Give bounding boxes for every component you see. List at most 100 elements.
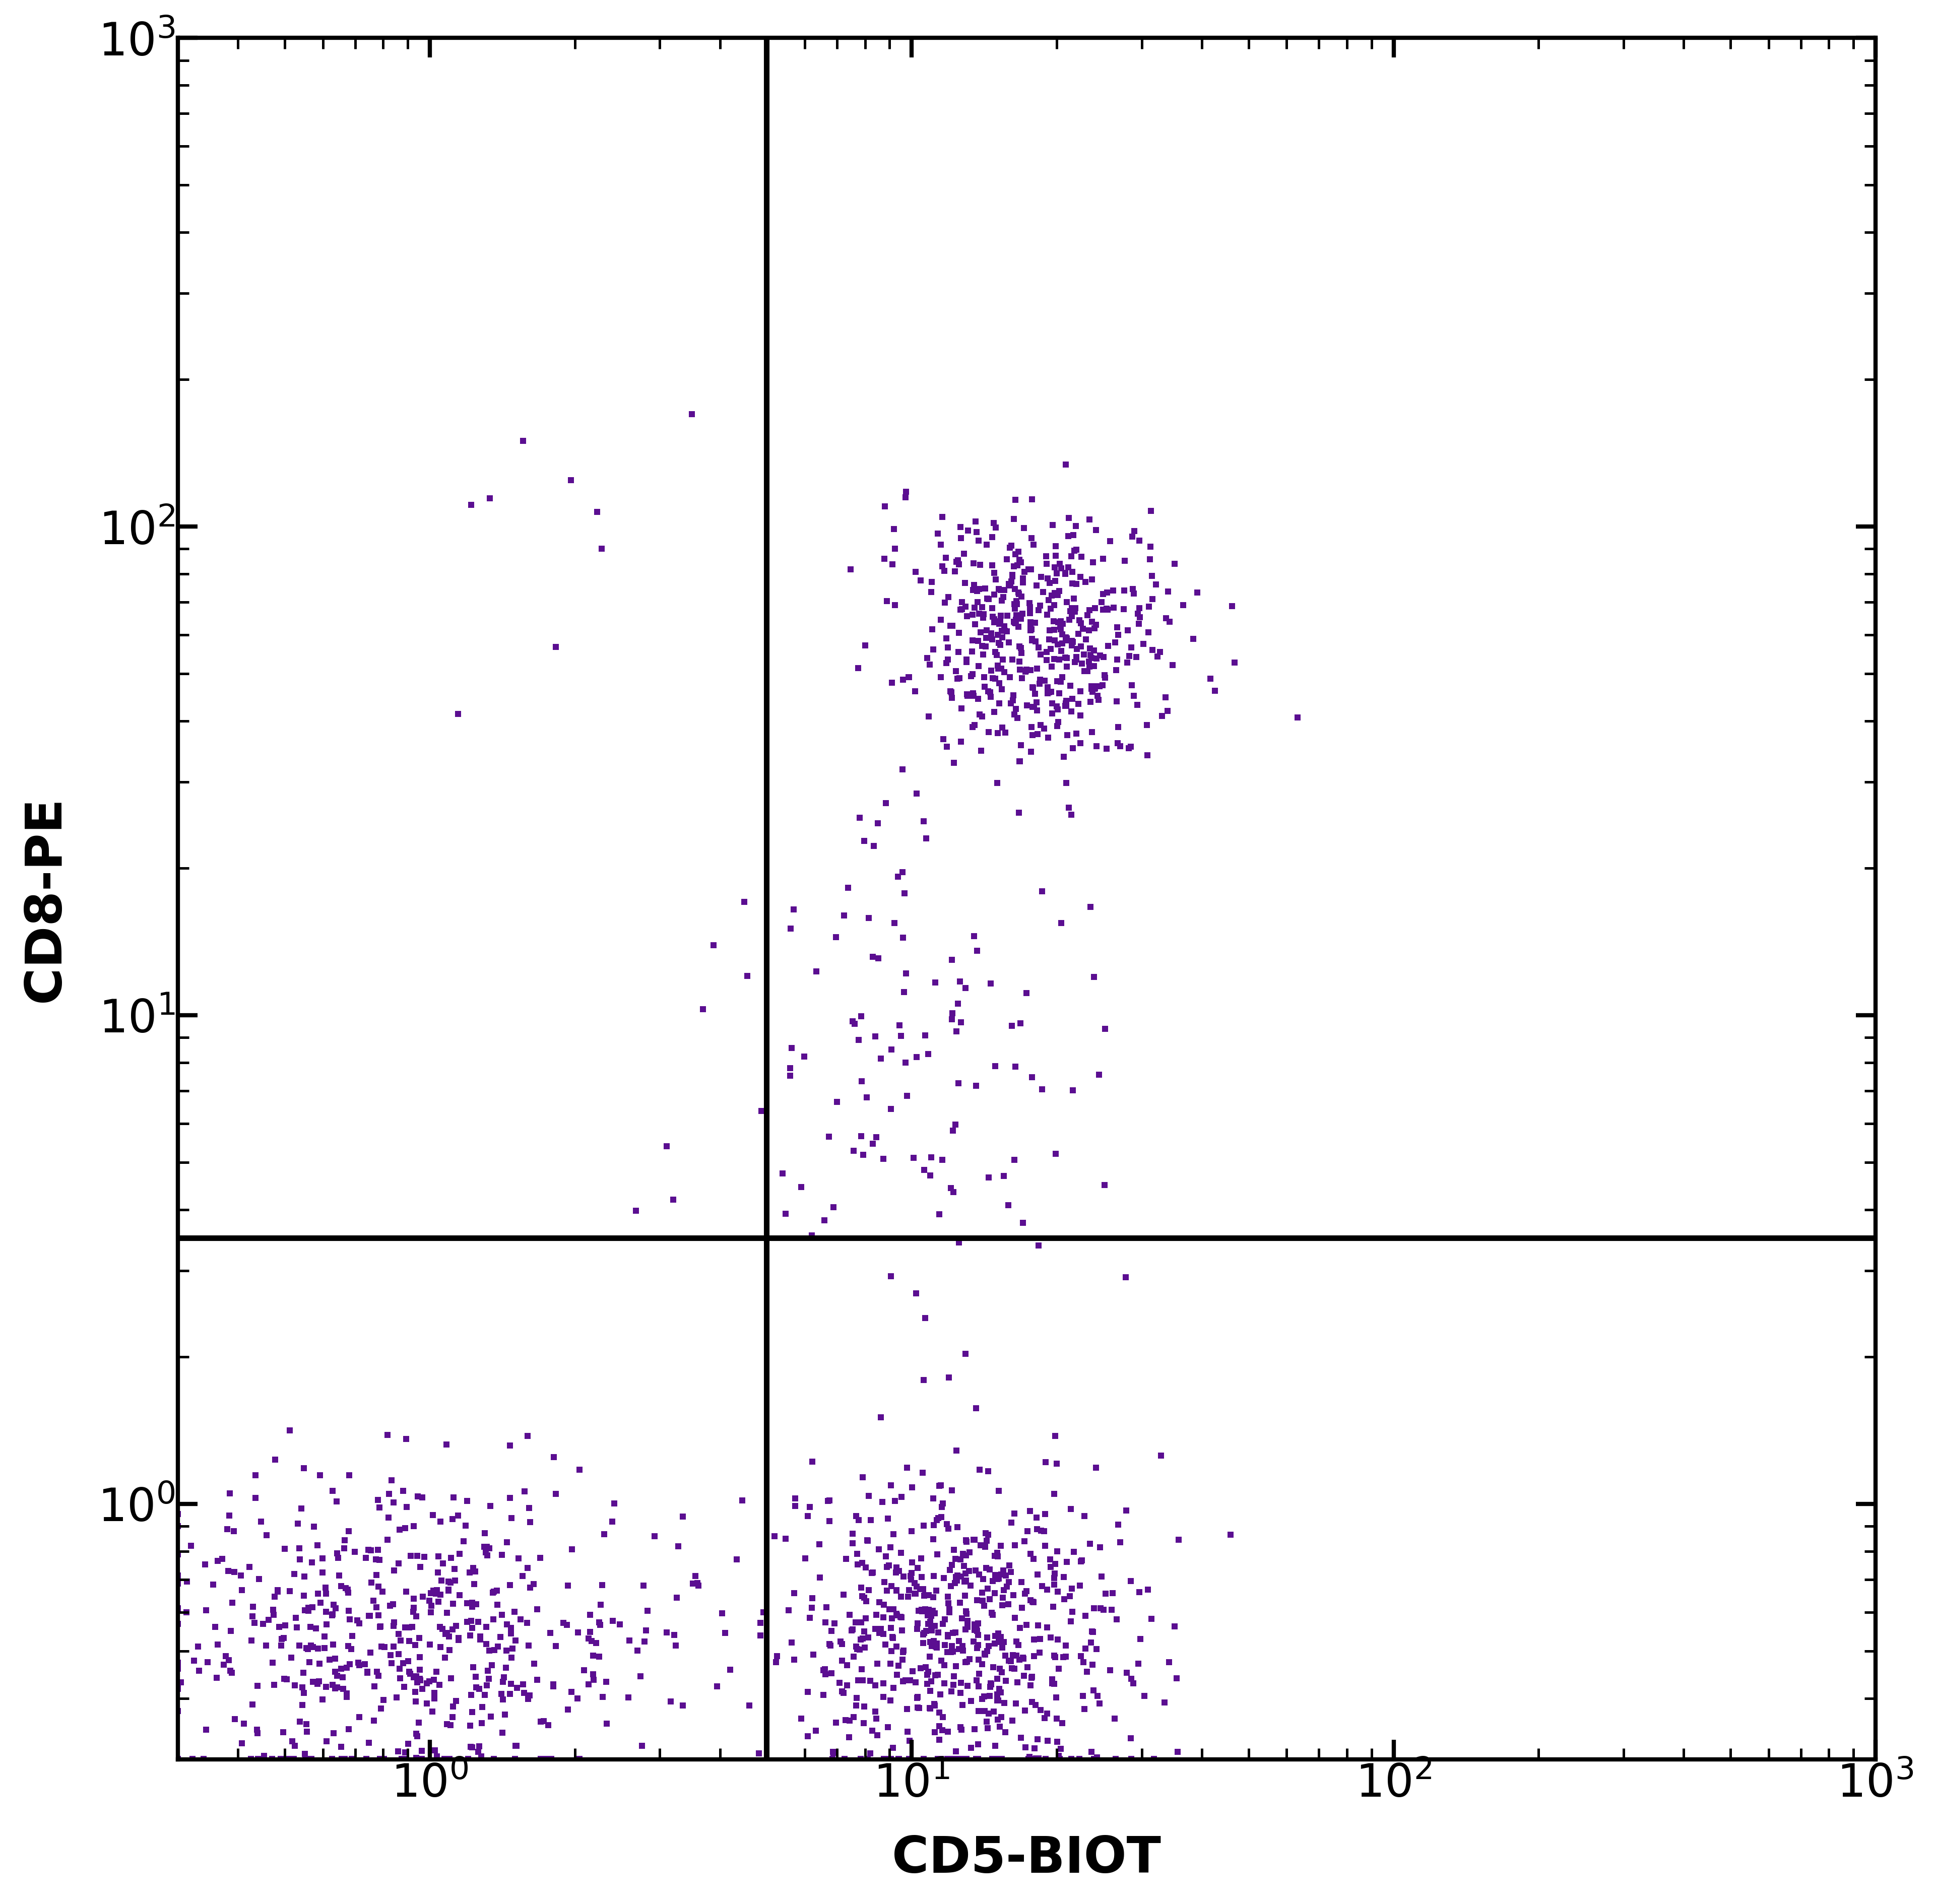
Point [946, 693, 977, 724]
Point [1000, 486, 1031, 516]
Point [987, 1632, 1018, 1662]
Point [329, 1533, 360, 1563]
Point [875, 1685, 906, 1716]
Point [780, 1491, 811, 1521]
Point [882, 1556, 913, 1586]
Point [246, 1506, 277, 1537]
Point [960, 1525, 991, 1556]
Point [919, 967, 950, 998]
Point [433, 1575, 464, 1605]
Point [966, 1683, 997, 1714]
Point [981, 1685, 1012, 1716]
Point [298, 1632, 329, 1662]
Point [1109, 575, 1140, 605]
Point [213, 1645, 244, 1676]
Point [931, 731, 962, 762]
Point [1136, 497, 1167, 527]
Point [1016, 1662, 1047, 1693]
Point [414, 1630, 445, 1660]
Point [973, 585, 1004, 615]
Point [1057, 594, 1087, 625]
Point [962, 1615, 993, 1645]
Point [834, 1721, 865, 1752]
Point [1103, 621, 1134, 651]
Point [958, 659, 989, 689]
Point [1049, 743, 1080, 773]
Point [809, 1205, 840, 1236]
Point [536, 1744, 567, 1775]
Point [1018, 1624, 1049, 1655]
Point [859, 830, 890, 861]
Point [975, 969, 1006, 1000]
Point [1051, 1641, 1082, 1672]
Point [368, 1744, 399, 1775]
Point [437, 1702, 468, 1733]
Point [1006, 638, 1037, 668]
Point [923, 1660, 954, 1691]
Point [956, 661, 987, 691]
Point [1200, 676, 1231, 706]
Point [391, 1736, 422, 1767]
Point [590, 1666, 621, 1696]
Point [1101, 655, 1132, 685]
Point [1020, 678, 1051, 708]
Point [579, 1664, 610, 1695]
Point [302, 1634, 333, 1664]
Point [944, 967, 975, 998]
Point [917, 615, 948, 645]
Point [364, 1493, 395, 1523]
Point [424, 1542, 455, 1573]
Point [538, 1672, 569, 1702]
Point [977, 594, 1008, 625]
Point [1004, 1009, 1035, 1040]
Point [1163, 1525, 1194, 1556]
Point [971, 1622, 1002, 1653]
Point [1020, 1742, 1051, 1773]
Point [902, 1683, 933, 1714]
Point [793, 1721, 824, 1752]
Point [1004, 655, 1035, 685]
Point [838, 1007, 869, 1038]
Point [937, 1550, 968, 1580]
Point [563, 1455, 594, 1485]
Point [774, 1061, 805, 1091]
Point [375, 1466, 406, 1497]
Point [426, 1565, 457, 1596]
Point [1136, 562, 1167, 592]
Point [884, 1011, 915, 1041]
Point [1006, 1567, 1037, 1597]
Point [248, 1609, 279, 1639]
Point [1169, 590, 1200, 621]
Point [952, 682, 983, 712]
Point [1057, 602, 1087, 632]
Point [780, 1483, 811, 1514]
Point [913, 701, 944, 731]
Point [1018, 1544, 1049, 1575]
Point [998, 607, 1029, 638]
Point [803, 1529, 834, 1559]
Point [310, 1634, 341, 1664]
Point [809, 1655, 840, 1685]
Point [217, 1588, 248, 1618]
Point [859, 1670, 890, 1700]
Point [342, 1647, 373, 1677]
Point [979, 607, 1010, 638]
Point [962, 1664, 993, 1695]
Point [950, 1580, 981, 1611]
Point [944, 1588, 975, 1618]
Point [896, 1557, 927, 1588]
Point [865, 1403, 896, 1434]
Point [981, 565, 1012, 596]
Point [493, 1571, 524, 1601]
Point [1004, 604, 1035, 634]
Point [501, 1672, 532, 1702]
Point [853, 1481, 884, 1512]
Point [1006, 632, 1037, 663]
Point [1043, 1624, 1074, 1655]
Point [288, 1656, 319, 1687]
Point [317, 1590, 348, 1620]
Point [1024, 596, 1055, 626]
Point [1033, 585, 1064, 615]
Point [1132, 741, 1163, 771]
Point [830, 1704, 861, 1735]
